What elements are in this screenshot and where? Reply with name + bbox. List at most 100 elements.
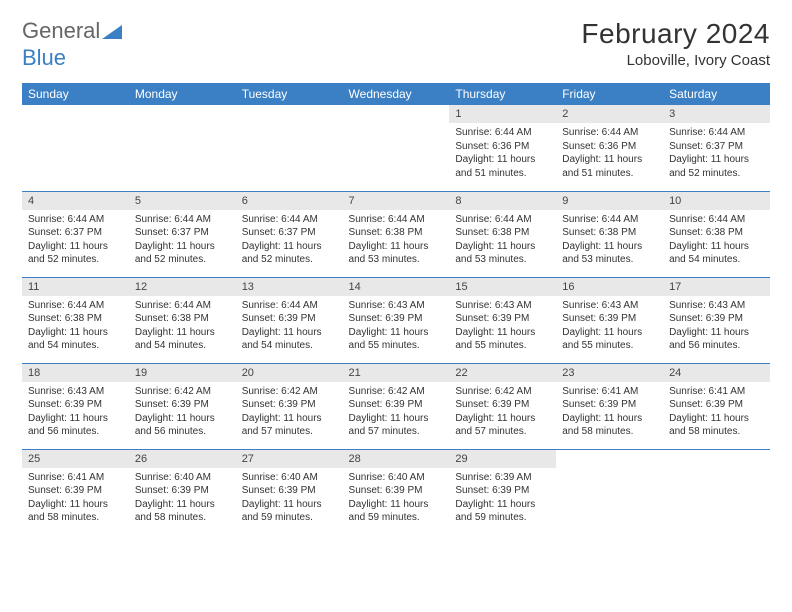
calendar-cell: 15Sunrise: 6:43 AMSunset: 6:39 PMDayligh… [449, 277, 556, 363]
calendar-cell [236, 105, 343, 191]
sunrise-line: Sunrise: 6:43 AM [669, 299, 764, 313]
sunrise-line: Sunrise: 6:42 AM [455, 385, 550, 399]
col-header: Friday [556, 83, 663, 105]
sunrise-line: Sunrise: 6:40 AM [349, 471, 444, 485]
sunset-line: Sunset: 6:39 PM [242, 398, 337, 412]
location-label: Loboville, Ivory Coast [581, 52, 770, 69]
day-number: 9 [556, 192, 663, 210]
header: GeneralBlue February 2024 Loboville, Ivo… [22, 18, 770, 71]
day-number: 18 [22, 364, 129, 382]
daylight-line: Daylight: 11 hours and 58 minutes. [28, 498, 123, 525]
sunset-line: Sunset: 6:39 PM [28, 484, 123, 498]
sunrise-line: Sunrise: 6:44 AM [669, 126, 764, 140]
sunset-line: Sunset: 6:38 PM [349, 226, 444, 240]
sunset-line: Sunset: 6:36 PM [455, 140, 550, 154]
col-header: Monday [129, 83, 236, 105]
title-block: February 2024 Loboville, Ivory Coast [581, 18, 770, 69]
sunset-line: Sunset: 6:38 PM [562, 226, 657, 240]
calendar-cell: 19Sunrise: 6:42 AMSunset: 6:39 PMDayligh… [129, 363, 236, 449]
day-number: 20 [236, 364, 343, 382]
daylight-line: Daylight: 11 hours and 54 minutes. [135, 326, 230, 353]
day-info: Sunrise: 6:43 AMSunset: 6:39 PMDaylight:… [556, 296, 663, 356]
day-info: Sunrise: 6:42 AMSunset: 6:39 PMDaylight:… [343, 382, 450, 442]
sunrise-line: Sunrise: 6:43 AM [349, 299, 444, 313]
calendar-cell: 20Sunrise: 6:42 AMSunset: 6:39 PMDayligh… [236, 363, 343, 449]
calendar-cell: 23Sunrise: 6:41 AMSunset: 6:39 PMDayligh… [556, 363, 663, 449]
sunrise-line: Sunrise: 6:43 AM [455, 299, 550, 313]
sunset-line: Sunset: 6:36 PM [562, 140, 657, 154]
sunrise-line: Sunrise: 6:44 AM [135, 299, 230, 313]
calendar-table: SundayMondayTuesdayWednesdayThursdayFrid… [22, 83, 770, 535]
day-info: Sunrise: 6:44 AMSunset: 6:39 PMDaylight:… [236, 296, 343, 356]
daylight-line: Daylight: 11 hours and 53 minutes. [562, 240, 657, 267]
sunrise-line: Sunrise: 6:44 AM [455, 213, 550, 227]
sunrise-line: Sunrise: 6:44 AM [562, 126, 657, 140]
sunrise-line: Sunrise: 6:44 AM [28, 213, 123, 227]
day-info: Sunrise: 6:44 AMSunset: 6:38 PMDaylight:… [22, 296, 129, 356]
daylight-line: Daylight: 11 hours and 58 minutes. [669, 412, 764, 439]
sunset-line: Sunset: 6:37 PM [135, 226, 230, 240]
day-number: 6 [236, 192, 343, 210]
day-info: Sunrise: 6:44 AMSunset: 6:37 PMDaylight:… [22, 210, 129, 270]
day-info: Sunrise: 6:41 AMSunset: 6:39 PMDaylight:… [556, 382, 663, 442]
sunrise-line: Sunrise: 6:40 AM [242, 471, 337, 485]
calendar-cell: 27Sunrise: 6:40 AMSunset: 6:39 PMDayligh… [236, 449, 343, 535]
sunrise-line: Sunrise: 6:41 AM [562, 385, 657, 399]
day-info: Sunrise: 6:41 AMSunset: 6:39 PMDaylight:… [22, 468, 129, 528]
day-number: 19 [129, 364, 236, 382]
day-number: 16 [556, 278, 663, 296]
sunrise-line: Sunrise: 6:44 AM [242, 299, 337, 313]
sunset-line: Sunset: 6:38 PM [135, 312, 230, 326]
sunrise-line: Sunrise: 6:42 AM [349, 385, 444, 399]
day-info: Sunrise: 6:44 AMSunset: 6:38 PMDaylight:… [449, 210, 556, 270]
logo: GeneralBlue [22, 18, 122, 71]
day-number: 24 [663, 364, 770, 382]
calendar-cell: 29Sunrise: 6:39 AMSunset: 6:39 PMDayligh… [449, 449, 556, 535]
sunrise-line: Sunrise: 6:41 AM [28, 471, 123, 485]
daylight-line: Daylight: 11 hours and 58 minutes. [562, 412, 657, 439]
day-info: Sunrise: 6:41 AMSunset: 6:39 PMDaylight:… [663, 382, 770, 442]
col-header: Thursday [449, 83, 556, 105]
day-number: 15 [449, 278, 556, 296]
day-info: Sunrise: 6:39 AMSunset: 6:39 PMDaylight:… [449, 468, 556, 528]
day-number: 21 [343, 364, 450, 382]
day-number: 26 [129, 450, 236, 468]
day-info: Sunrise: 6:43 AMSunset: 6:39 PMDaylight:… [22, 382, 129, 442]
sunset-line: Sunset: 6:39 PM [349, 312, 444, 326]
calendar-head: SundayMondayTuesdayWednesdayThursdayFrid… [22, 83, 770, 105]
daylight-line: Daylight: 11 hours and 58 minutes. [135, 498, 230, 525]
calendar-cell: 13Sunrise: 6:44 AMSunset: 6:39 PMDayligh… [236, 277, 343, 363]
day-number: 22 [449, 364, 556, 382]
daylight-line: Daylight: 11 hours and 56 minutes. [135, 412, 230, 439]
sunset-line: Sunset: 6:38 PM [28, 312, 123, 326]
day-number: 28 [343, 450, 450, 468]
day-number-empty [129, 105, 236, 123]
day-info: Sunrise: 6:42 AMSunset: 6:39 PMDaylight:… [449, 382, 556, 442]
sunrise-line: Sunrise: 6:44 AM [455, 126, 550, 140]
sunset-line: Sunset: 6:37 PM [669, 140, 764, 154]
sunset-line: Sunset: 6:38 PM [669, 226, 764, 240]
logo-triangle-icon [102, 19, 122, 45]
daylight-line: Daylight: 11 hours and 56 minutes. [669, 326, 764, 353]
col-header: Saturday [663, 83, 770, 105]
daylight-line: Daylight: 11 hours and 57 minutes. [455, 412, 550, 439]
daylight-line: Daylight: 11 hours and 55 minutes. [455, 326, 550, 353]
day-number-empty [236, 105, 343, 123]
calendar-week: 25Sunrise: 6:41 AMSunset: 6:39 PMDayligh… [22, 449, 770, 535]
calendar-cell: 2Sunrise: 6:44 AMSunset: 6:36 PMDaylight… [556, 105, 663, 191]
day-info: Sunrise: 6:44 AMSunset: 6:38 PMDaylight:… [663, 210, 770, 270]
day-number: 1 [449, 105, 556, 123]
daylight-line: Daylight: 11 hours and 52 minutes. [28, 240, 123, 267]
day-number: 5 [129, 192, 236, 210]
daylight-line: Daylight: 11 hours and 54 minutes. [28, 326, 123, 353]
day-number: 8 [449, 192, 556, 210]
day-number: 29 [449, 450, 556, 468]
calendar-cell: 16Sunrise: 6:43 AMSunset: 6:39 PMDayligh… [556, 277, 663, 363]
calendar-week: 4Sunrise: 6:44 AMSunset: 6:37 PMDaylight… [22, 191, 770, 277]
sunset-line: Sunset: 6:39 PM [349, 398, 444, 412]
sunset-line: Sunset: 6:39 PM [562, 312, 657, 326]
calendar-cell: 9 Sunrise: 6:44 AMSunset: 6:38 PMDaylight… [556, 191, 663, 277]
calendar-week: 18Sunrise: 6:43 AMSunset: 6:39 PMDayligh… [22, 363, 770, 449]
sunrise-line: Sunrise: 6:44 AM [562, 213, 657, 227]
calendar-cell [663, 449, 770, 535]
